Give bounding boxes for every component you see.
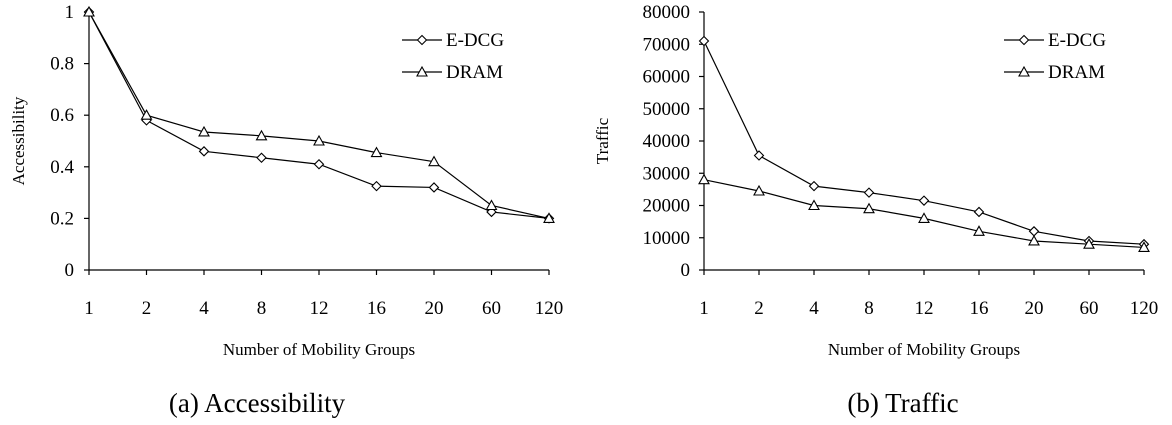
data-point — [198, 146, 210, 157]
legend-label: E-DCG — [446, 30, 504, 51]
y-tick-label: 0 — [681, 260, 691, 281]
y-tick-label: 70000 — [643, 34, 691, 55]
x-tick-label: 16 — [367, 298, 386, 319]
y-tick-label: 0.4 — [50, 157, 74, 178]
x-tick-label: 1 — [84, 298, 94, 319]
x-tick-label: 4 — [809, 298, 819, 319]
y-tick-label: 60000 — [643, 67, 691, 88]
x-tick-label: 60 — [1080, 298, 1099, 319]
y-tick-label: 0.8 — [50, 54, 74, 75]
y-tick-label: 10000 — [643, 228, 691, 249]
data-point — [485, 199, 498, 211]
chart-panel-traffic: 0 10000 20000 30000 40000 50000 60000 70000 8000… — [593, 2, 1158, 418]
x-tick-label: 1 — [699, 298, 709, 319]
data-point — [371, 180, 382, 192]
data-point — [753, 184, 765, 196]
legend-label: E-DCG — [1048, 30, 1106, 51]
legend-entry-dram: DRAM — [1004, 62, 1105, 83]
data-point — [918, 195, 930, 206]
series-dram — [83, 5, 555, 223]
data-point — [753, 150, 765, 161]
data-point — [256, 152, 267, 164]
y-tick-label: 0 — [65, 260, 75, 281]
x-tick-label: 20 — [1025, 298, 1044, 319]
data-point — [1028, 234, 1040, 246]
x-tick-label: 12 — [915, 298, 934, 319]
x-tick-label: 8 — [257, 298, 267, 319]
series-dram — [698, 173, 1150, 252]
data-point — [198, 125, 210, 137]
y-tick-label: 40000 — [643, 131, 691, 152]
y-axis-title: Traffic — [593, 117, 612, 164]
data-point — [808, 199, 820, 211]
data-point — [255, 129, 268, 141]
legend-entry-dram: DRAM — [402, 62, 503, 83]
data-point — [370, 146, 383, 158]
x-tick-label: 2 — [142, 298, 152, 319]
y-tick-label: 0.6 — [50, 105, 74, 126]
legend-label: DRAM — [1048, 62, 1105, 83]
data-point — [918, 212, 930, 223]
y-tick-label: 20000 — [643, 196, 691, 217]
legend-marker — [416, 65, 428, 77]
y-tick-label: 0.2 — [50, 208, 74, 229]
data-point — [83, 5, 95, 17]
data-point — [698, 35, 710, 47]
data-point — [973, 206, 985, 218]
data-point — [543, 212, 555, 223]
x-axis-title: Number of Mobility Groups — [223, 340, 415, 359]
x-tick-label: 12 — [310, 298, 329, 319]
data-point — [140, 109, 153, 120]
data-point — [808, 180, 820, 192]
data-point — [973, 225, 985, 236]
legend-label: DRAM — [446, 62, 503, 83]
data-point — [698, 173, 710, 185]
legend-marker — [1018, 34, 1030, 46]
x-tick-label: 4 — [199, 298, 209, 319]
x-axis-title: Number of Mobility Groups — [828, 340, 1020, 359]
data-point — [1138, 241, 1150, 252]
legend-entry-e-dcg: E-DCG — [1004, 30, 1106, 51]
x-tick-label: 2 — [754, 298, 764, 319]
y-tick-label: 50000 — [643, 99, 691, 120]
figure-caption: (b) Traffic — [847, 388, 958, 418]
x-tick-label: 20 — [425, 298, 444, 319]
data-point — [863, 187, 875, 198]
data-point — [863, 202, 875, 214]
x-tick-label: 16 — [970, 298, 989, 319]
legend-marker — [416, 34, 428, 46]
y-tick-label: 1 — [65, 2, 75, 23]
data-point — [1028, 226, 1040, 237]
data-point — [313, 134, 325, 146]
y-tick-label: 30000 — [643, 163, 691, 184]
y-tick-label: 80000 — [643, 2, 691, 23]
x-tick-label: 60 — [482, 298, 501, 319]
data-point — [428, 155, 440, 167]
x-tick-label: 120 — [1130, 298, 1159, 319]
data-point — [313, 158, 325, 170]
y-axis-title: Accessibility — [9, 96, 28, 185]
data-point — [1083, 238, 1095, 249]
x-tick-label: 120 — [535, 298, 564, 319]
figure-caption: (a) Accessibility — [169, 388, 346, 418]
data-point — [428, 182, 440, 193]
series-e-dcg — [698, 35, 1150, 250]
legend-marker — [1018, 65, 1030, 77]
legend-entry-e-dcg: E-DCG — [402, 30, 504, 51]
x-tick-label: 8 — [864, 298, 874, 319]
